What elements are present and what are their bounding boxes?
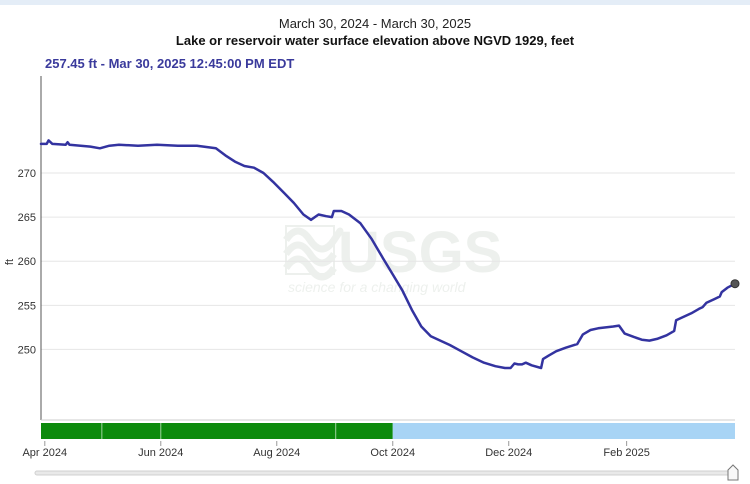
x-tick-label: Aug 2024 (253, 447, 300, 459)
latest-point-marker (730, 279, 740, 289)
series-line (39, 139, 737, 370)
y-tick-label: 250 (18, 344, 36, 356)
x-tick-label: Feb 2025 (603, 447, 649, 459)
chart-title: Lake or reservoir water surface elevatio… (175, 33, 575, 48)
usgs-wave-logo-icon (283, 225, 344, 281)
approval-period-approved (41, 423, 393, 439)
approval-period-provisional (392, 423, 735, 439)
y-tick-label: 255 (18, 300, 36, 312)
y-gridlines (41, 172, 735, 350)
navigator-scrollbar[interactable] (34, 464, 739, 481)
latest-value-label: 257.45 ft - Mar 30, 2025 12:45:00 PM EDT (45, 56, 295, 71)
x-tick-label: Jun 2024 (138, 447, 183, 459)
y-axis-label: ft (4, 259, 16, 265)
x-tick-label: Apr 2024 (22, 447, 67, 459)
series-lines (39, 139, 740, 370)
top-strip (0, 0, 750, 5)
usgs-watermark-tagline: science for a changing world (288, 279, 467, 295)
x-axis-ticks: Apr 2024 Jun 2024 Aug 2024 Oct 2024 Dec 2024… (22, 441, 650, 459)
usgs-watermark-text: USGS (338, 220, 502, 285)
usgs-watermark: USGS science for a changing world (283, 220, 502, 295)
y-tick-label: 270 (18, 168, 36, 180)
navigator-handle-icon[interactable] (727, 464, 739, 481)
x-tick-label: Dec 2024 (485, 447, 532, 459)
y-tick-label: 265 (18, 212, 36, 224)
y-tick-label: 260 (18, 256, 36, 268)
x-tick-label: Oct 2024 (370, 447, 415, 459)
approval-status-bar (41, 423, 735, 439)
y-axis-ticks: 250 255 260 265 270 (18, 168, 36, 356)
date-range-subtitle: March 30, 2024 - March 30, 2025 (278, 16, 472, 31)
